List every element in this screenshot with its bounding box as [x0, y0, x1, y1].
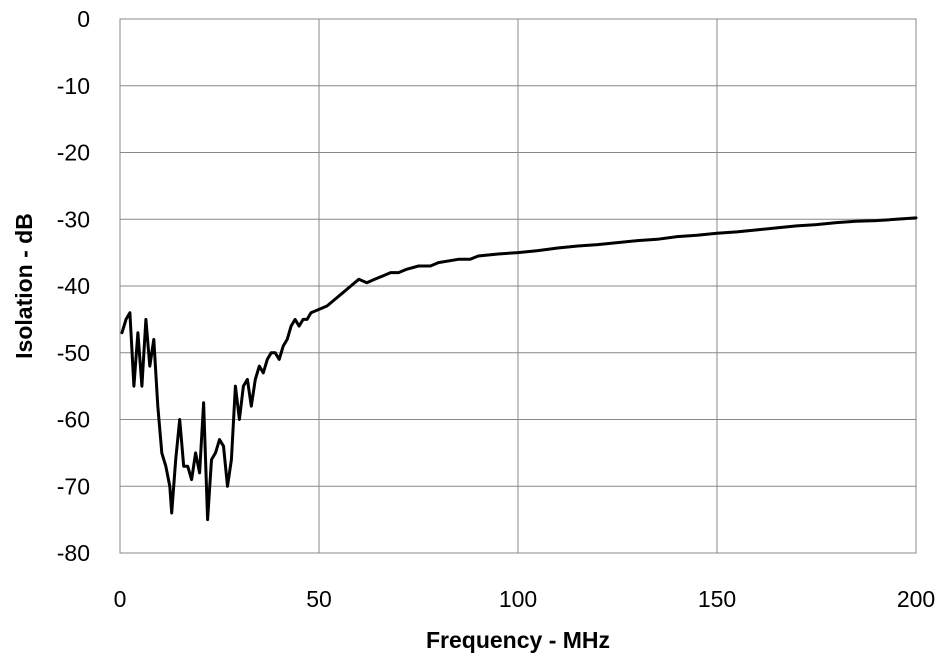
y-tick-label: -80 [57, 540, 90, 566]
grid-lines [119, 18, 917, 554]
x-tick-label: 150 [698, 586, 736, 612]
plot-area [119, 18, 917, 554]
x-tick-label: 50 [306, 586, 332, 612]
y-tick-label: -70 [57, 473, 90, 499]
x-tick-label: 100 [499, 586, 537, 612]
x-tick-label: 0 [114, 586, 127, 612]
y-tick-label: 0 [77, 6, 90, 32]
x-axis: 0 50 100 150 200 [114, 586, 936, 612]
y-tick-label: -40 [57, 273, 90, 299]
y-tick-label: -20 [57, 140, 90, 166]
y-tick-label: -60 [57, 407, 90, 433]
y-tick-label: -30 [57, 206, 90, 232]
y-axis: 0 -10 -20 -30 -40 -50 -60 -70 -80 [57, 6, 90, 566]
isolation-series-line [120, 216, 918, 522]
x-axis-title: Frequency - MHz [426, 627, 610, 653]
y-axis-title: Isolation - dB [11, 213, 37, 359]
y-tick-label: -10 [57, 73, 90, 99]
x-tick-label: 200 [897, 586, 935, 612]
y-tick-label: -50 [57, 340, 90, 366]
